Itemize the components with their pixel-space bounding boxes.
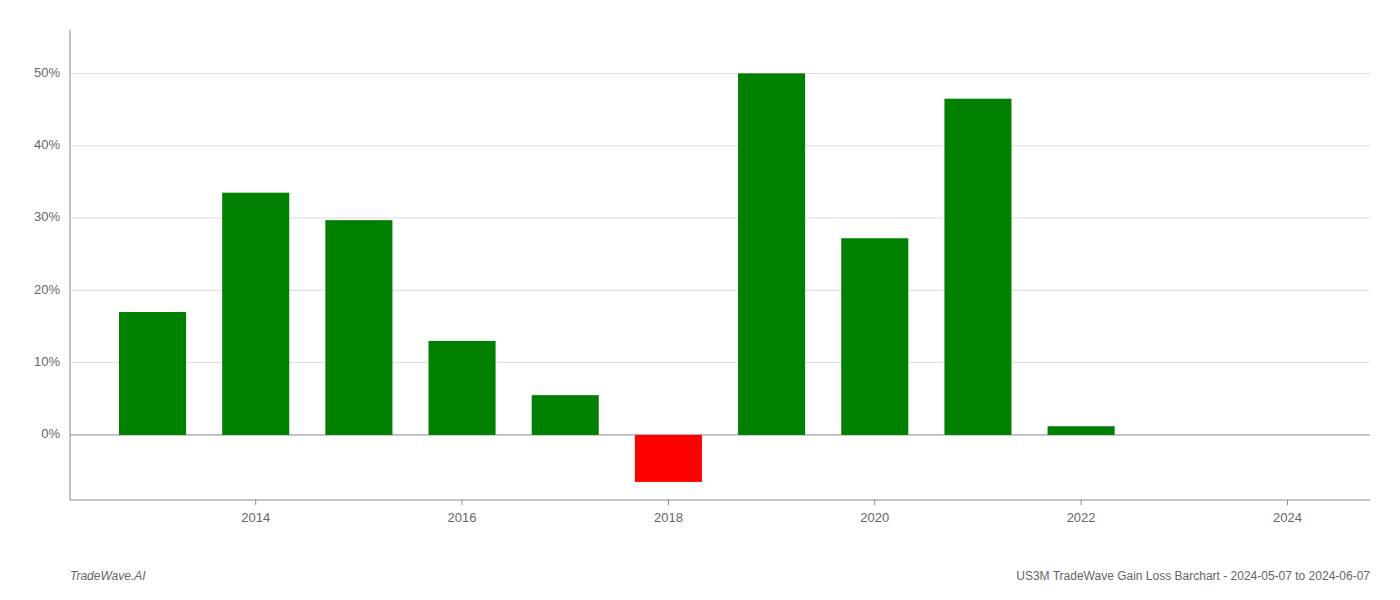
y-tick-label: 40% (34, 137, 60, 152)
bars (119, 73, 1115, 482)
bar (738, 73, 805, 435)
bar (222, 193, 289, 435)
y-axis-line (70, 30, 71, 500)
x-tick (874, 500, 875, 505)
bar (429, 341, 496, 435)
x-tick-label: 2024 (1273, 510, 1302, 525)
footer-note: TradeWave.AI (70, 569, 146, 583)
x-tick-label: 2020 (860, 510, 889, 525)
title: US3M TradeWave Gain Loss Barchart - 2024… (1016, 569, 1370, 583)
x-tick (462, 500, 463, 505)
grid-line (70, 145, 1370, 146)
x-axis: 2014 2016 2018 2020 2022 2024 (241, 500, 1302, 525)
bar (532, 395, 599, 435)
bar (944, 99, 1011, 435)
bar (325, 220, 392, 435)
grid (70, 73, 1370, 435)
x-tick (255, 500, 256, 505)
chart-container: 0% 10% 20% 30% 40% 50% 2014 2016 2018 2020 2022 202… (0, 0, 1400, 600)
y-tick-label: 50% (34, 65, 60, 80)
bar (1048, 426, 1115, 435)
x-tick (668, 500, 669, 505)
x-axis-line (70, 500, 1370, 501)
y-axis: 0% 10% 20% 30% 40% 50% (34, 65, 60, 442)
bar (1151, 434, 1218, 435)
x-tick-label: 2018 (654, 510, 683, 525)
bar (841, 238, 908, 435)
y-tick-label: 30% (34, 209, 60, 224)
background (0, 0, 1400, 600)
x-tick (1081, 500, 1082, 505)
x-tick-label: 2022 (1067, 510, 1096, 525)
grid-line (70, 73, 1370, 74)
y-tick-label: 20% (34, 282, 60, 297)
y-tick-label: 0% (41, 426, 60, 441)
y-tick-label: 10% (34, 354, 60, 369)
x-tick (1287, 500, 1288, 505)
x-tick-label: 2014 (241, 510, 270, 525)
bar (119, 312, 186, 435)
x-tick-label: 2016 (448, 510, 477, 525)
bar (635, 435, 702, 482)
chart-svg: 0% 10% 20% 30% 40% 50% 2014 2016 2018 2020 2022 202… (0, 0, 1400, 600)
